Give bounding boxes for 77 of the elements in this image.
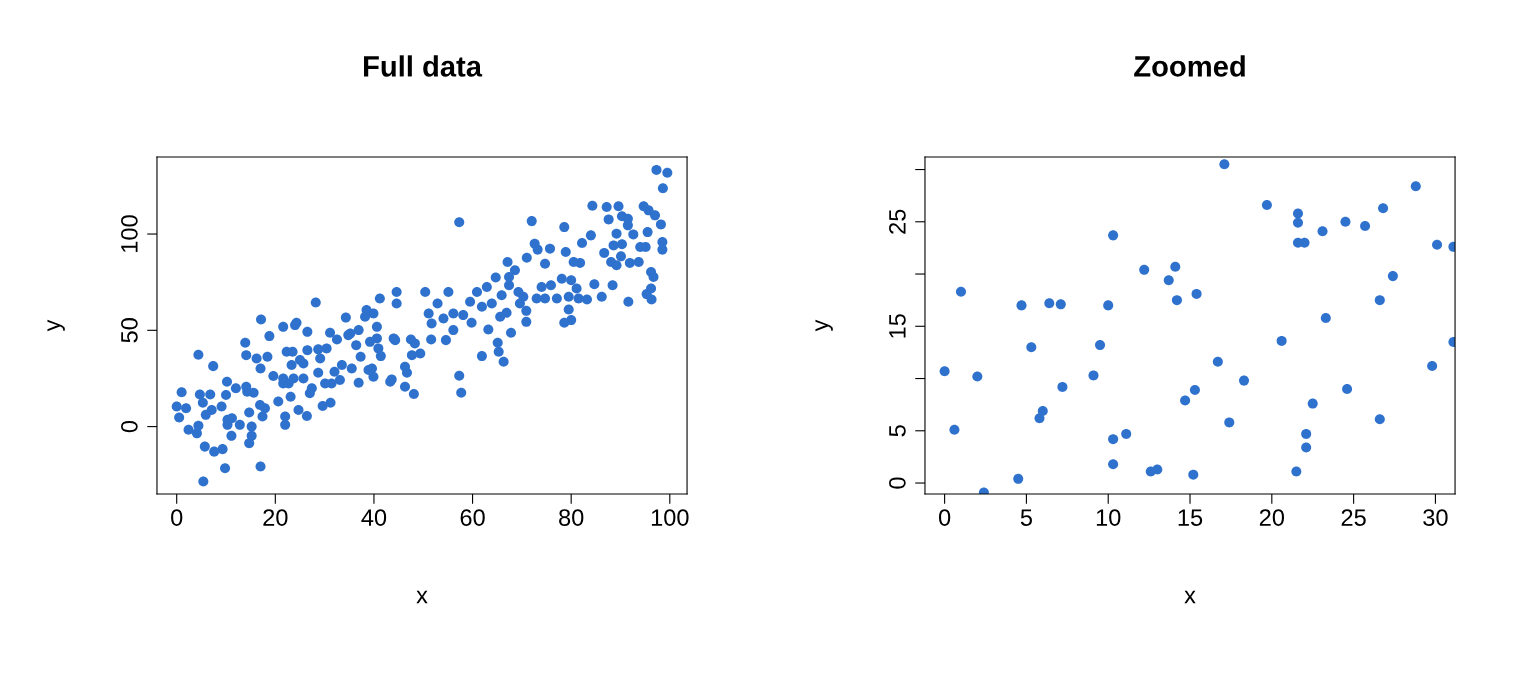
- point: [1219, 159, 1230, 170]
- point: [1189, 385, 1200, 396]
- x-tick-label: 100: [651, 509, 689, 526]
- point: [1170, 261, 1181, 272]
- point: [1103, 300, 1114, 311]
- point: [1013, 473, 1024, 484]
- point: [1342, 383, 1353, 394]
- y-tick-label: 0: [121, 420, 138, 433]
- y-tick-label: 15: [889, 314, 906, 338]
- point: [1360, 220, 1371, 231]
- point: [1191, 288, 1202, 299]
- x-tick-label: 40: [361, 509, 387, 526]
- point: [1108, 230, 1119, 241]
- x-tick-label: 20: [1259, 509, 1285, 526]
- point: [1171, 295, 1182, 306]
- x-tick-label: 0: [938, 509, 951, 526]
- y-axis-title: y: [47, 319, 65, 332]
- point: [1307, 398, 1318, 409]
- point: [1239, 375, 1250, 386]
- x-tick-label: 60: [460, 509, 485, 526]
- y-tick-label: 100: [121, 215, 138, 252]
- point: [1108, 459, 1119, 470]
- point: [1044, 298, 1055, 309]
- point: [1016, 300, 1027, 311]
- point: [1108, 434, 1119, 445]
- point: [1152, 464, 1163, 475]
- point: [1291, 466, 1302, 477]
- point: [1432, 239, 1443, 250]
- point: [1261, 200, 1272, 211]
- point: [1387, 271, 1398, 282]
- y-tick-label: 25: [889, 209, 906, 234]
- x-tick-label: 5: [1020, 509, 1032, 526]
- point: [972, 371, 983, 382]
- point: [1121, 428, 1132, 439]
- chart-title: Zoomed: [1134, 55, 1245, 77]
- x-axis-title: x: [1184, 590, 1196, 604]
- point: [1292, 217, 1303, 228]
- x-tick-label: 15: [1178, 509, 1203, 526]
- point: [1180, 395, 1191, 406]
- point: [1212, 356, 1223, 367]
- point: [1427, 360, 1438, 371]
- point: [955, 286, 966, 297]
- y-tick-label: 50: [121, 318, 138, 343]
- point: [1410, 181, 1421, 192]
- point: [1163, 275, 1174, 286]
- point: [939, 366, 950, 377]
- point: [1374, 295, 1385, 306]
- y-tick-label: 5: [889, 425, 906, 437]
- point: [1037, 405, 1048, 416]
- point: [1139, 264, 1150, 275]
- point: [1224, 417, 1235, 428]
- point: [1301, 442, 1312, 453]
- point: [1292, 208, 1303, 219]
- x-tick-label: 0: [171, 509, 183, 526]
- point: [1374, 414, 1385, 425]
- x-tick-label: 25: [1341, 509, 1366, 526]
- chart-title: Full data: [364, 55, 483, 77]
- point: [1340, 216, 1351, 227]
- point: [949, 424, 960, 435]
- x-axis-title: x: [416, 590, 428, 604]
- point: [1188, 469, 1199, 480]
- point: [1055, 299, 1066, 310]
- x-tick-label: 30: [1423, 509, 1448, 526]
- point: [1378, 203, 1389, 214]
- x-tick-label: 20: [263, 509, 288, 526]
- point: [1088, 370, 1099, 381]
- y-axis-title: y: [815, 319, 833, 332]
- point: [1317, 226, 1328, 237]
- x-tick-label: 80: [559, 509, 584, 526]
- point: [1320, 312, 1331, 323]
- point: [1301, 428, 1312, 439]
- point: [1095, 340, 1106, 351]
- y-tick-label: 0: [889, 477, 906, 489]
- point: [1057, 381, 1068, 392]
- point: [1276, 335, 1287, 346]
- x-tick-label: 10: [1096, 509, 1121, 526]
- point: [1026, 342, 1037, 353]
